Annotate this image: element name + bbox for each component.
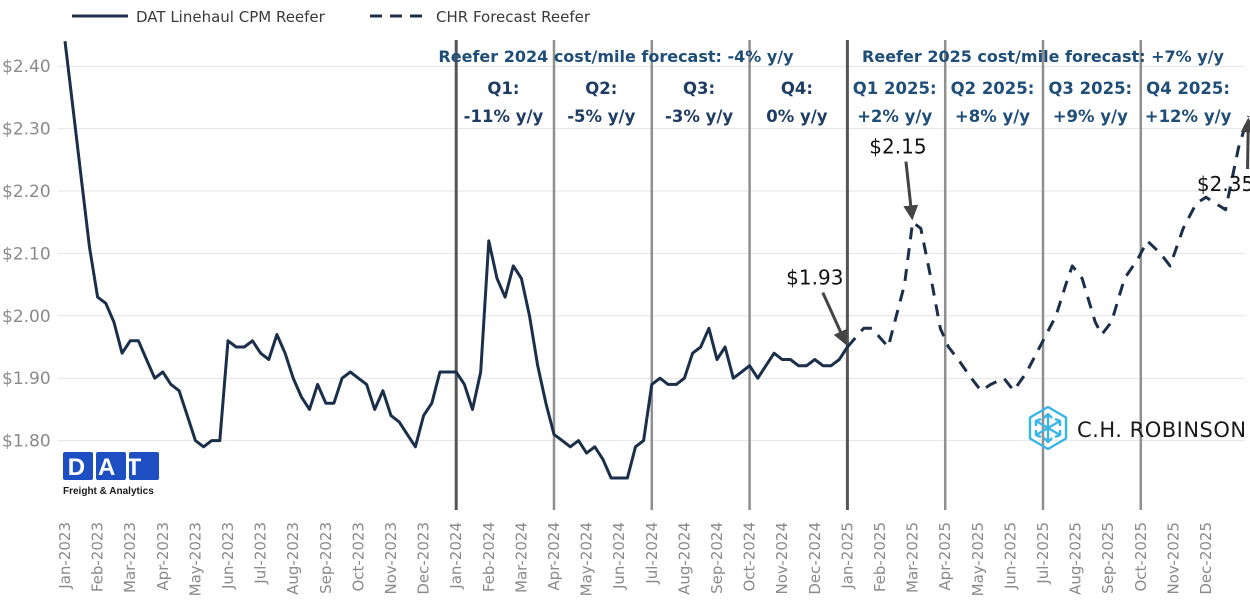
x-tick-label: Nov-2025 bbox=[1164, 522, 1182, 594]
x-tick-label: Feb-2024 bbox=[480, 522, 498, 592]
quarter-label-title: Q2 2025: bbox=[951, 79, 1035, 98]
x-tick-label: Sep-2023 bbox=[317, 522, 335, 594]
quarter-label-title: Q3: bbox=[683, 79, 715, 98]
x-tick-label: Feb-2023 bbox=[89, 522, 107, 592]
annotation-arrow bbox=[821, 291, 848, 346]
quarter-label-title: Q3 2025: bbox=[1048, 79, 1132, 98]
quarter-label-title: Q4 2025: bbox=[1146, 79, 1230, 98]
quarter-label-change: -11% y/y bbox=[464, 107, 544, 126]
quarter-label-title: Q4: bbox=[781, 79, 813, 98]
quarter-label-change: -3% y/y bbox=[665, 107, 733, 126]
x-tick-label: Apr-2025 bbox=[936, 522, 954, 591]
annotations: $1.93 $2.15 $2.35 bbox=[786, 117, 1250, 346]
x-axis: Jan-2023 Feb-2023 Mar-2023 Apr-2023 May-2023… bbox=[56, 522, 1215, 596]
y-tick-label: $2.30 bbox=[2, 120, 51, 140]
forecast-headers: Reefer 2024 cost/mile forecast: -4% y/y … bbox=[438, 47, 1224, 66]
legend: DAT Linehaul CPM Reefer CHR Forecast Ree… bbox=[72, 8, 591, 26]
x-tick-label: Dec-2024 bbox=[806, 522, 824, 595]
annotation-label: $1.93 bbox=[786, 266, 843, 290]
quarter-label-change: +2% y/y bbox=[857, 107, 932, 126]
x-tick-label: Jan-2025 bbox=[838, 522, 856, 590]
quarter-label-title: Q1: bbox=[487, 79, 519, 98]
x-tick-label: Apr-2023 bbox=[154, 522, 172, 591]
chr-cube-icon bbox=[1028, 405, 1068, 451]
x-tick-label: Sep-2024 bbox=[708, 522, 726, 594]
chr-logo: C.H. ROBINSON bbox=[1028, 405, 1247, 451]
y-tick-label: $2.00 bbox=[2, 307, 51, 327]
x-tick-label: Jan-2024 bbox=[447, 522, 465, 590]
x-tick-label: Jun-2023 bbox=[219, 522, 237, 590]
series-line-chr-forecast bbox=[846, 115, 1250, 393]
annotation-arrow bbox=[1240, 117, 1250, 170]
y-tick-label: $1.80 bbox=[2, 432, 51, 452]
x-tick-label: Nov-2024 bbox=[773, 522, 791, 594]
x-tick-label: Jul-2025 bbox=[1034, 522, 1052, 585]
x-tick-label: Mar-2025 bbox=[904, 522, 922, 593]
chr-logo-wordmark: C.H. ROBINSON bbox=[1077, 418, 1247, 442]
x-tick-label: Jul-2024 bbox=[643, 522, 661, 585]
x-tick-label: Sep-2025 bbox=[1099, 522, 1117, 594]
forecast-header-2025: Reefer 2025 cost/mile forecast: +7% y/y bbox=[862, 47, 1224, 66]
dat-logo-box-t bbox=[129, 452, 159, 480]
annotation-label: $2.15 bbox=[869, 135, 926, 159]
dat-logo-box-a bbox=[96, 452, 126, 480]
quarter-label-title: Q2: bbox=[585, 79, 617, 98]
x-tick-label: Mar-2023 bbox=[121, 522, 139, 593]
dat-logo-box-d bbox=[63, 452, 93, 480]
quarter-labels: Q1: -11% y/y Q2: -5% y/y Q3: -3% y/y Q4: 0% y/y… bbox=[464, 79, 1232, 126]
x-tick-label: Apr-2024 bbox=[545, 522, 563, 591]
x-tick-label: Aug-2023 bbox=[284, 522, 302, 595]
dat-logo: DAT Freight & Analytics bbox=[63, 452, 159, 497]
y-axis: $1.80 $1.90 $2.00 $2.10 $2.20 $2.30 $2.40 bbox=[2, 57, 51, 451]
y-tick-label: $2.20 bbox=[2, 182, 51, 202]
quarter-label-change: -5% y/y bbox=[567, 107, 635, 126]
x-tick-label: May-2023 bbox=[186, 522, 204, 596]
x-tick-label: Dec-2023 bbox=[415, 522, 433, 595]
y-tick-label: $2.10 bbox=[2, 244, 51, 264]
forecast-header-2024: Reefer 2024 cost/mile forecast: -4% y/y bbox=[438, 47, 794, 66]
quarter-label-change: +12% y/y bbox=[1145, 107, 1232, 126]
x-tick-label: Oct-2024 bbox=[741, 522, 759, 592]
x-tick-label: Feb-2025 bbox=[871, 522, 889, 592]
y-tick-label: $1.90 bbox=[2, 369, 51, 389]
x-tick-label: Mar-2024 bbox=[512, 522, 530, 593]
x-tick-label: Aug-2024 bbox=[675, 522, 693, 595]
x-tick-label: Jul-2023 bbox=[252, 522, 270, 585]
quarter-label-change: +8% y/y bbox=[955, 107, 1030, 126]
x-tick-label: Jun-2025 bbox=[1001, 522, 1019, 590]
x-tick-label: Jun-2024 bbox=[610, 522, 628, 590]
dat-logo-wordmark: DAT bbox=[68, 454, 155, 481]
legend-label-chr: CHR Forecast Reefer bbox=[436, 8, 591, 26]
x-tick-label: Oct-2023 bbox=[349, 522, 367, 592]
quarter-label-change: 0% y/y bbox=[766, 107, 828, 126]
dat-logo-subtitle: Freight & Analytics bbox=[63, 486, 154, 497]
x-tick-label: Nov-2023 bbox=[382, 522, 400, 594]
annotation-arrow bbox=[903, 161, 919, 221]
x-tick-label: Aug-2025 bbox=[1067, 522, 1085, 595]
quarter-label-change: +9% y/y bbox=[1053, 107, 1128, 126]
x-tick-label: Oct-2025 bbox=[1132, 522, 1150, 592]
annotation-label: $2.35 bbox=[1197, 172, 1250, 196]
x-tick-label: Dec-2025 bbox=[1197, 522, 1215, 595]
series-line-dat bbox=[63, 41, 849, 480]
x-tick-label: May-2025 bbox=[969, 522, 987, 596]
series-lines bbox=[63, 41, 1250, 480]
x-tick-label: May-2024 bbox=[578, 522, 596, 596]
x-tick-label: Jan-2023 bbox=[56, 522, 74, 590]
y-tick-label: $2.40 bbox=[2, 57, 51, 77]
legend-label-dat: DAT Linehaul CPM Reefer bbox=[136, 8, 326, 26]
quarter-label-title: Q1 2025: bbox=[853, 79, 937, 98]
